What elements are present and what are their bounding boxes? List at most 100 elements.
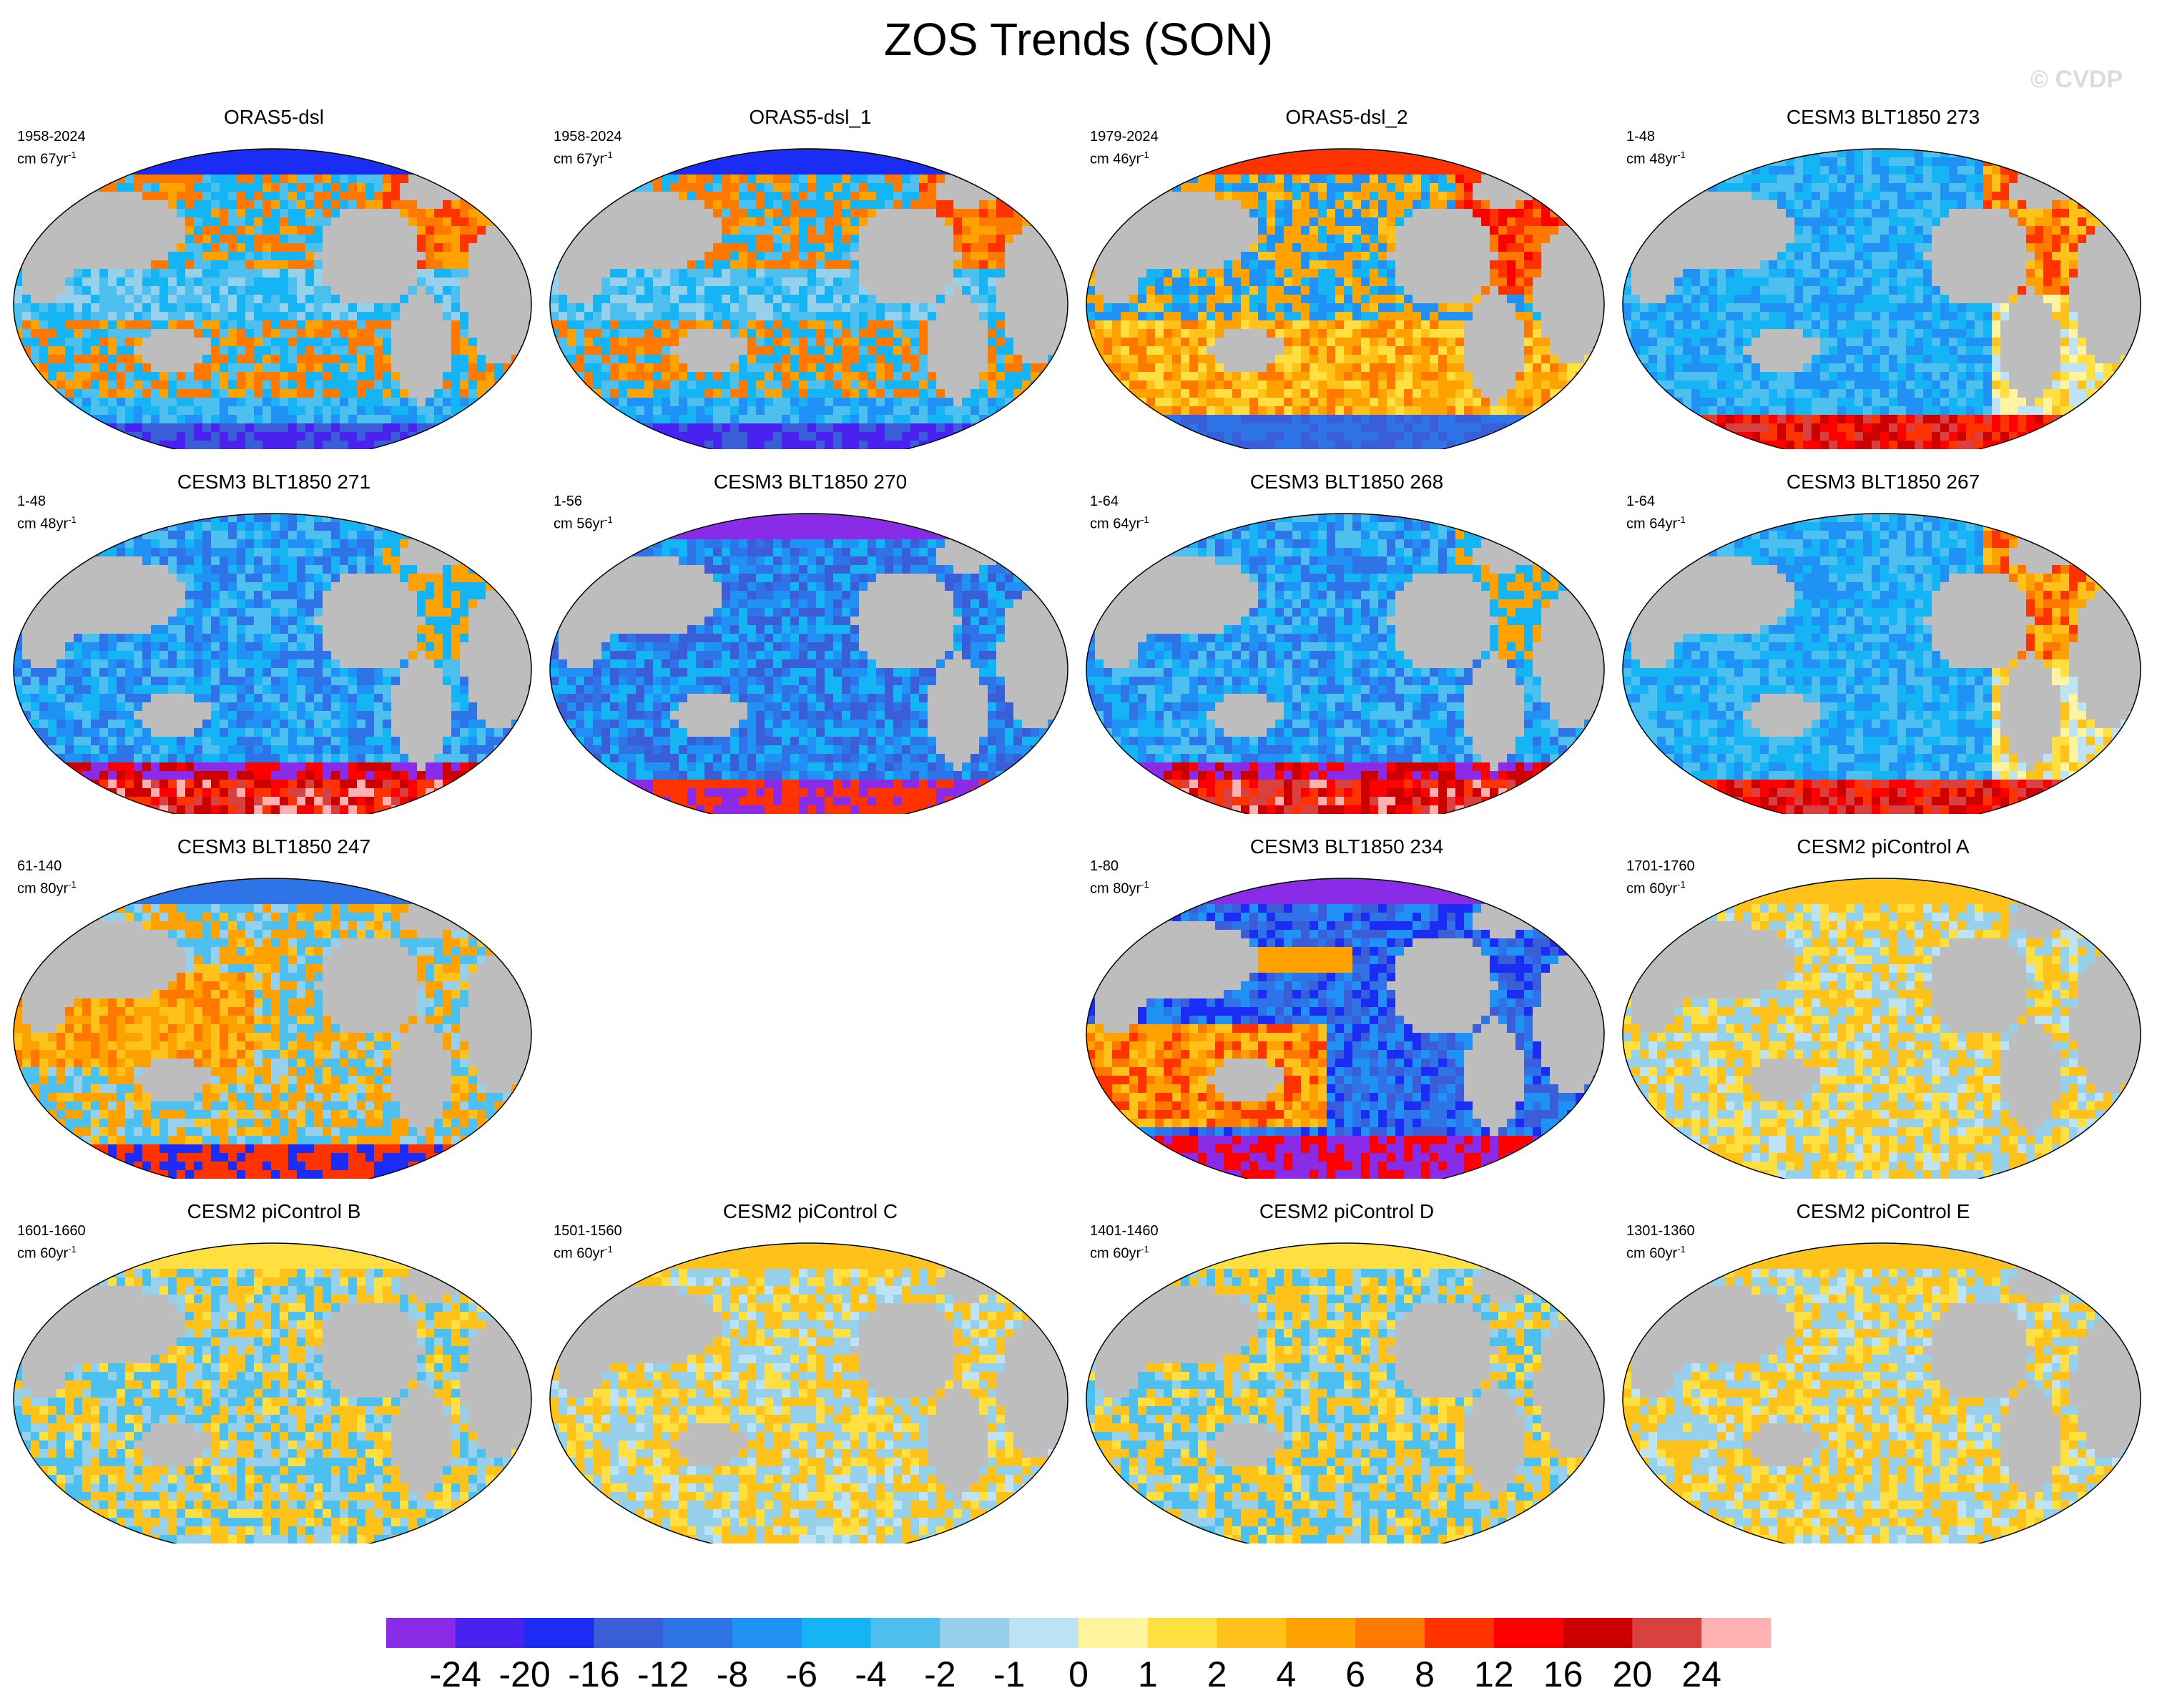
heatmap-cell: [486, 200, 495, 210]
heatmap-cell: [365, 303, 375, 313]
heatmap-cell: [357, 286, 366, 295]
heatmap-cell: [511, 389, 521, 398]
heatmap-cell: [868, 183, 877, 192]
heatmap-cell: [99, 243, 109, 252]
heatmap-cell: [653, 260, 662, 270]
heatmap-cell: [348, 381, 358, 390]
heatmap-cell: [910, 312, 920, 321]
heatmap-cell: [314, 149, 323, 158]
heatmap-cell: [486, 226, 495, 235]
heatmap-cell: [82, 217, 92, 227]
heatmap-cell: [400, 338, 409, 347]
heatmap-cell: [653, 415, 662, 424]
heatmap-cell: [151, 243, 160, 252]
heatmap-cell: [1022, 157, 1031, 167]
heatmap-cell: [1387, 166, 1396, 175]
heatmap-cell: [799, 217, 808, 227]
heatmap-cell: [584, 415, 594, 424]
heatmap-cell: [125, 406, 134, 416]
heatmap-cell: [117, 252, 126, 261]
heatmap-cell: [1310, 149, 1319, 158]
heatmap-cell: [357, 381, 366, 390]
heatmap-cell: [323, 423, 332, 433]
heatmap-cell: [185, 295, 195, 304]
heatmap-cell: [468, 355, 478, 364]
heatmap-cell: [400, 441, 409, 449]
heatmap-cell: [408, 235, 418, 244]
heatmap-cell: [91, 200, 100, 210]
heatmap-cell: [91, 389, 100, 398]
heatmap-cell: [1224, 183, 1233, 192]
heatmap-cell: [988, 278, 997, 287]
heatmap-cell: [885, 252, 894, 261]
heatmap-cell: [1164, 200, 1173, 210]
heatmap-cell: [1056, 355, 1066, 364]
heatmap-cell: [799, 252, 808, 261]
heatmap-cell: [48, 363, 57, 373]
heatmap-cell: [910, 260, 920, 270]
heatmap-cell: [679, 372, 688, 381]
heatmap-cell: [644, 320, 654, 330]
heatmap-cell: [876, 226, 885, 235]
heatmap-cell: [713, 278, 722, 287]
heatmap-cell: [494, 166, 503, 175]
heatmap-cell: [713, 381, 722, 390]
heatmap-cell: [1387, 192, 1396, 201]
heatmap-cell: [902, 149, 911, 158]
heatmap-cell: [593, 175, 602, 184]
heatmap-cell: [619, 252, 628, 261]
heatmap-cell: [988, 269, 997, 278]
heatmap-cell: [1031, 338, 1040, 347]
heatmap-cell: [1048, 295, 1057, 304]
heatmap-cell: [65, 269, 74, 278]
heatmap-cell: [194, 175, 203, 184]
heatmap-cell: [662, 346, 671, 355]
heatmap-cell: [876, 269, 885, 278]
heatmap-cell: [14, 303, 23, 313]
heatmap-cell: [876, 278, 885, 287]
heatmap-cell: [288, 166, 298, 175]
heatmap-cell: [833, 363, 842, 373]
heatmap-cell: [177, 346, 186, 355]
heatmap-cell: [211, 432, 220, 441]
heatmap-cell: [670, 175, 679, 184]
heatmap-cell: [945, 346, 954, 355]
heatmap-cell: [730, 252, 740, 261]
heatmap-cell: [576, 423, 585, 433]
heatmap-cell: [194, 381, 203, 390]
heatmap-cell: [953, 209, 963, 218]
heatmap-cell: [653, 338, 662, 347]
heatmap-cell: [825, 243, 834, 252]
heatmap-cell: [151, 166, 160, 175]
heatmap-cell: [220, 303, 229, 313]
heatmap-cell: [765, 363, 774, 373]
heatmap-cell: [1048, 278, 1057, 287]
heatmap-cell: [636, 303, 645, 313]
heatmap-cell: [850, 149, 860, 158]
heatmap-cell: [1292, 192, 1302, 201]
heatmap-cell: [722, 320, 731, 330]
heatmap-cell: [601, 226, 611, 235]
heatmap-cell: [426, 243, 435, 252]
heatmap-cell: [765, 200, 774, 210]
heatmap-cell: [782, 329, 791, 338]
heatmap-cell: [468, 183, 478, 192]
heatmap-cell: [305, 346, 315, 355]
heatmap-cell: [799, 363, 808, 373]
heatmap-cell: [159, 192, 169, 201]
heatmap-cell: [722, 192, 731, 201]
heatmap-cell: [211, 175, 220, 184]
heatmap-cell: [936, 149, 945, 158]
heatmap-cell: [99, 286, 109, 295]
heatmap-cell: [297, 338, 306, 347]
heatmap-cell: [747, 389, 757, 398]
heatmap-cell: [468, 406, 478, 416]
heatmap-cell: [773, 363, 782, 373]
heatmap-cell: [494, 338, 503, 347]
heatmap-cell: [910, 320, 920, 330]
heatmap-cell: [953, 355, 963, 364]
heatmap-cell: [601, 278, 611, 287]
heatmap-cell: [1048, 415, 1057, 424]
heatmap-cell: [747, 381, 757, 390]
heatmap-cell: [593, 441, 602, 449]
